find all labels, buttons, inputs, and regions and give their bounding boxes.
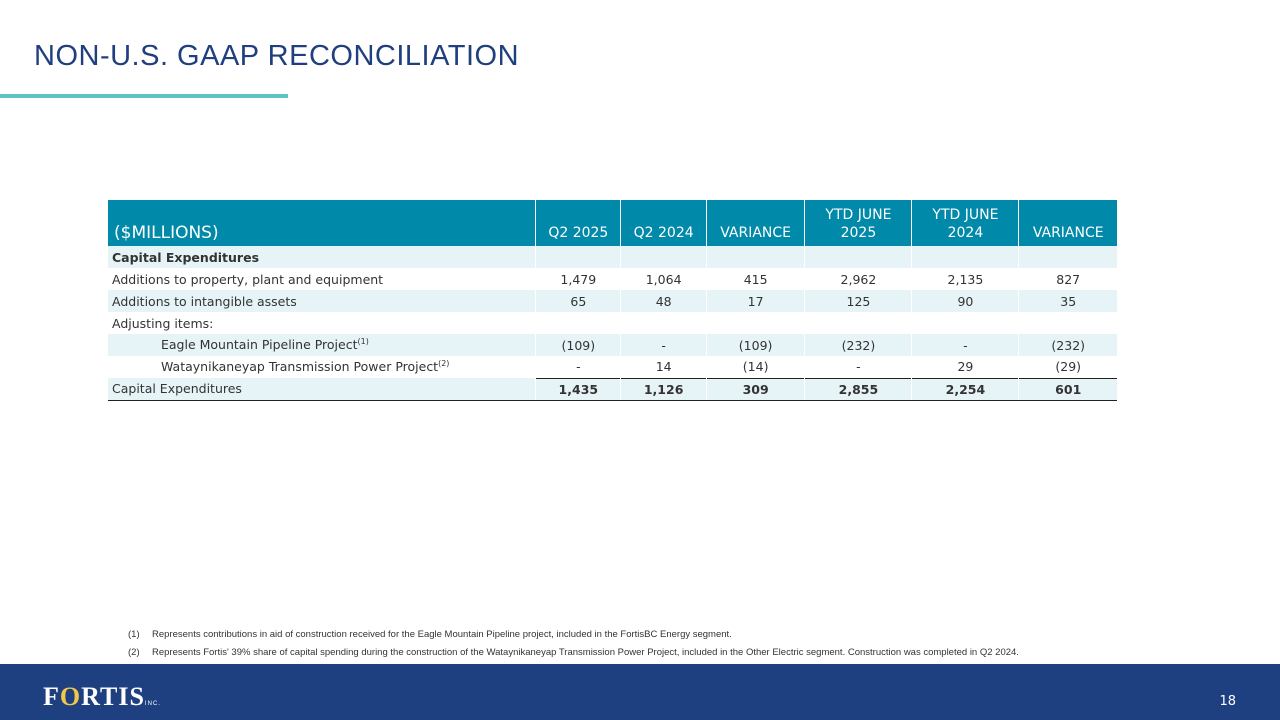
cell-value: 1,126 — [620, 377, 707, 401]
cell-value: 14 — [620, 356, 707, 378]
row-label: Eagle Mountain Pipeline Project(1) — [108, 334, 536, 356]
cell-value: 2,254 — [911, 377, 1019, 401]
table-header: ($MILLIONS) Q2 2025 Q2 2024 VARIANCE YTD… — [108, 200, 1117, 246]
footnote-ref: (2) — [438, 359, 450, 369]
cell-value: 309 — [705, 377, 805, 401]
cell-value: (14) — [705, 356, 805, 378]
footnote-ref: (1) — [357, 337, 369, 347]
cell-value: 65 — [535, 290, 621, 312]
fortis-logo: FORTISINC. — [43, 682, 161, 711]
footnote: (2) Represents Fortis' 39% share of capit… — [128, 647, 1019, 658]
table-row: Capital Expenditures — [108, 246, 1117, 268]
footnote: (1) Represents contributions in aid of co… — [128, 629, 732, 640]
page-number: 18 — [1219, 694, 1236, 709]
footnotes: (1) Represents contributions in aid of co… — [128, 626, 1019, 662]
row-label: Capital Expenditures — [108, 246, 536, 268]
cell-value: - — [620, 334, 707, 356]
cell-value — [1018, 312, 1117, 334]
cell-value: 35 — [1018, 290, 1117, 312]
col-header: VARIANCE — [1018, 200, 1117, 246]
col-header: YTD JUNE 2025 — [804, 200, 912, 246]
cell-value — [705, 246, 805, 268]
cell-value — [911, 246, 1019, 268]
cell-value: 90 — [911, 290, 1019, 312]
row-label: Adjusting items: — [112, 315, 214, 331]
cell-value: 125 — [804, 290, 912, 312]
cell-value: (109) — [535, 334, 621, 356]
cell-value: - — [535, 356, 621, 378]
cell-value: 1,064 — [620, 268, 707, 290]
table-row: Additions to intangible assets 65 48 17 125 9… — [108, 290, 1117, 312]
page-title: NON-U.S. GAAP RECONCILIATION — [34, 40, 520, 72]
row-label: Additions to intangible assets — [108, 290, 536, 312]
cell-value — [535, 246, 621, 268]
cell-value: 1,479 — [535, 268, 621, 290]
table-row: Additions to property, plant and equipme… — [108, 268, 1117, 290]
row-label: Additions to property, plant and equipme… — [112, 271, 384, 287]
cell-value: (232) — [804, 334, 912, 356]
cell-value — [804, 312, 912, 334]
cell-value: (29) — [1018, 356, 1117, 378]
cell-value: (109) — [705, 334, 805, 356]
cell-value — [911, 312, 1019, 334]
cell-value: 2,855 — [804, 377, 912, 401]
col-header: Q2 2025 — [535, 200, 621, 246]
table-row: Capital Expenditures 1,435 1,126 309 2,855 2,… — [108, 377, 1117, 401]
cell-value: 1,435 — [535, 377, 621, 401]
cell-value: - — [804, 356, 912, 378]
col-header: VARIANCE — [705, 200, 805, 246]
cell-value: 2,135 — [911, 268, 1019, 290]
cell-value — [1018, 246, 1117, 268]
table-row: Wataynikaneyap Transmission Power Projec… — [108, 356, 1117, 378]
table-row: Eagle Mountain Pipeline Project(1) (109) -… — [108, 334, 1117, 356]
cell-value — [804, 246, 912, 268]
cell-value: 2,962 — [804, 268, 912, 290]
cell-value — [620, 312, 707, 334]
title-underline — [0, 94, 288, 98]
cell-value: - — [911, 334, 1019, 356]
cell-value — [535, 312, 621, 334]
row-label: Capital Expenditures — [108, 378, 536, 401]
cell-value — [620, 246, 707, 268]
col-header: YTD JUNE 2024 — [911, 200, 1019, 246]
cell-value: 415 — [705, 268, 805, 290]
cell-value: 29 — [911, 356, 1019, 378]
col-header: ($MILLIONS) — [108, 200, 536, 246]
row-label: Wataynikaneyap Transmission Power Projec… — [161, 359, 450, 375]
capex-reconciliation-table: ($MILLIONS) Q2 2025 Q2 2024 VARIANCE YTD… — [108, 200, 1117, 401]
cell-value: 17 — [705, 290, 805, 312]
table-row: Adjusting items: — [108, 312, 1117, 334]
cell-value: 601 — [1018, 377, 1117, 401]
footer-bar — [0, 664, 1280, 720]
cell-value — [705, 312, 805, 334]
col-header: Q2 2024 — [620, 200, 707, 246]
cell-value: 48 — [620, 290, 707, 312]
cell-value: (232) — [1018, 334, 1117, 356]
cell-value: 827 — [1018, 268, 1117, 290]
